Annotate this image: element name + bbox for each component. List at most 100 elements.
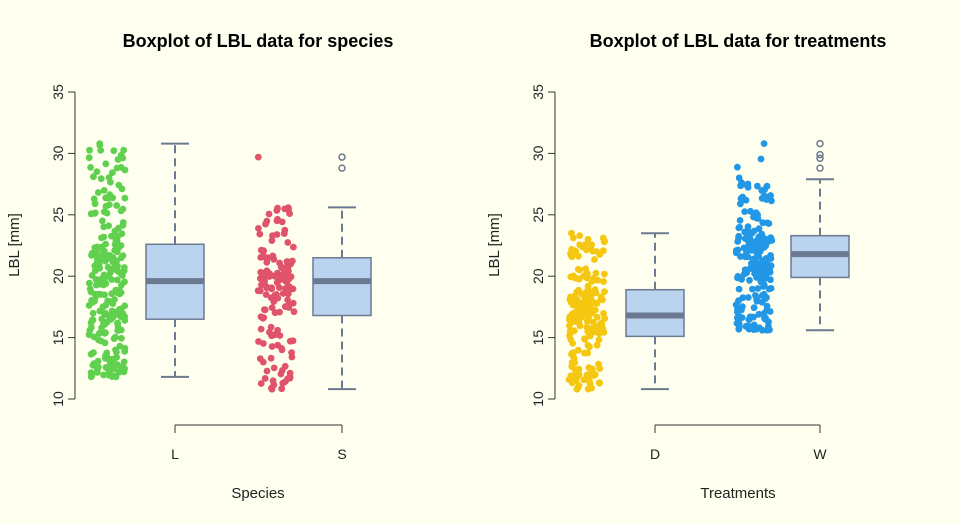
jitter-point	[290, 308, 298, 316]
jitter-point	[565, 316, 573, 323]
jitter-point	[117, 242, 125, 249]
jitter-point	[568, 351, 575, 358]
chart-title: Boxplot of LBL data for treatments	[590, 31, 887, 51]
jitter-point	[278, 385, 286, 393]
jitter-point	[744, 233, 752, 240]
jitter-point	[113, 276, 121, 284]
jitter-point	[117, 207, 125, 215]
jitter-point	[113, 353, 120, 361]
y-tick-label: 15	[530, 330, 546, 346]
jitter-point	[588, 309, 596, 317]
jitter-point	[110, 147, 118, 155]
jitter-point	[274, 273, 282, 280]
jitter-point	[287, 273, 295, 281]
jitter-point	[91, 297, 98, 305]
jitter-point	[735, 224, 743, 232]
jitter-point	[102, 160, 110, 168]
jitter-point	[119, 252, 127, 260]
jitter-point	[581, 336, 589, 343]
jitter-point	[575, 371, 583, 378]
jitter-point	[99, 217, 106, 225]
jitter-point	[86, 146, 93, 154]
outlier-point	[338, 164, 346, 172]
x-axis-label: Treatments	[700, 485, 775, 502]
jitter-point	[281, 226, 289, 234]
jitter-point	[736, 217, 744, 224]
jitter-point	[575, 318, 583, 325]
jitter-point	[92, 276, 100, 283]
jitter-point	[286, 337, 294, 345]
jitter-point	[90, 349, 97, 357]
outlier-point	[816, 150, 824, 159]
jitter-point	[284, 239, 292, 246]
jitter-point	[566, 332, 573, 340]
jitter-point	[765, 322, 772, 330]
jitter-point	[87, 288, 95, 296]
jitter-point	[278, 346, 286, 354]
jitter-point	[281, 303, 289, 310]
jitter-points	[85, 140, 298, 393]
jitter-point	[115, 181, 123, 189]
jitter-point	[101, 339, 109, 347]
jitter-point	[766, 308, 774, 315]
jitter-point	[255, 338, 262, 345]
jitter-point	[592, 289, 600, 297]
jitter-point	[743, 269, 751, 276]
box-W	[790, 139, 850, 332]
y-axis: 10 15 20 25 30 35	[530, 84, 556, 407]
jitter-point	[100, 271, 108, 279]
jitter-point	[586, 343, 593, 351]
jitter-point	[114, 327, 122, 334]
jitter-point	[110, 335, 118, 342]
jitter-point	[575, 252, 582, 260]
jitter-point	[593, 313, 601, 321]
y-tick-label: 35	[50, 84, 66, 100]
jitter-point	[109, 254, 117, 261]
jitter-point	[754, 182, 761, 190]
jitter-point	[89, 316, 97, 324]
jitter-point	[270, 364, 278, 372]
jitter-point	[263, 367, 271, 375]
jitter-point	[94, 244, 102, 252]
jitter-point	[105, 201, 113, 209]
jitter-point	[118, 334, 125, 342]
jitter-point	[89, 361, 97, 369]
jitter-point	[276, 308, 283, 316]
jitter-point	[569, 340, 577, 347]
jitter-point	[284, 290, 292, 298]
jitter-point	[87, 164, 94, 171]
jitter-point	[746, 276, 753, 284]
jitter-point	[575, 365, 583, 373]
jitter-point	[85, 302, 93, 309]
x-tick-label: D	[650, 446, 660, 462]
jitter-point	[118, 281, 125, 289]
jitter-point	[600, 278, 607, 285]
jitter-point	[281, 267, 289, 275]
jitter-point	[758, 326, 766, 334]
jitter-point	[107, 269, 114, 276]
jitter-point	[767, 276, 774, 284]
jitter-point	[273, 291, 280, 298]
jitter-point	[107, 178, 114, 186]
jitter-point	[89, 309, 97, 317]
jitter-point	[735, 232, 743, 240]
jitter-point	[595, 379, 603, 387]
jitter-point	[85, 154, 93, 162]
jitter-point	[114, 319, 121, 327]
jitter-point	[757, 278, 765, 286]
jitter-point	[119, 271, 126, 279]
jitter-point	[757, 238, 765, 245]
jitter-point	[256, 230, 264, 238]
jitter-point	[568, 253, 576, 261]
jitter-point	[101, 257, 109, 265]
jitter-point	[601, 288, 608, 295]
y-tick-label: 20	[530, 268, 546, 284]
jitter-point	[581, 349, 588, 357]
jitter-point	[568, 311, 576, 318]
jitter-point	[278, 218, 286, 226]
jitter-point	[764, 219, 772, 227]
jitter-point	[108, 307, 116, 315]
jitter-point	[588, 300, 595, 308]
panel-treatments: Boxplot of LBL data for treatments Treat…	[486, 31, 886, 502]
jitter-point	[752, 209, 760, 217]
